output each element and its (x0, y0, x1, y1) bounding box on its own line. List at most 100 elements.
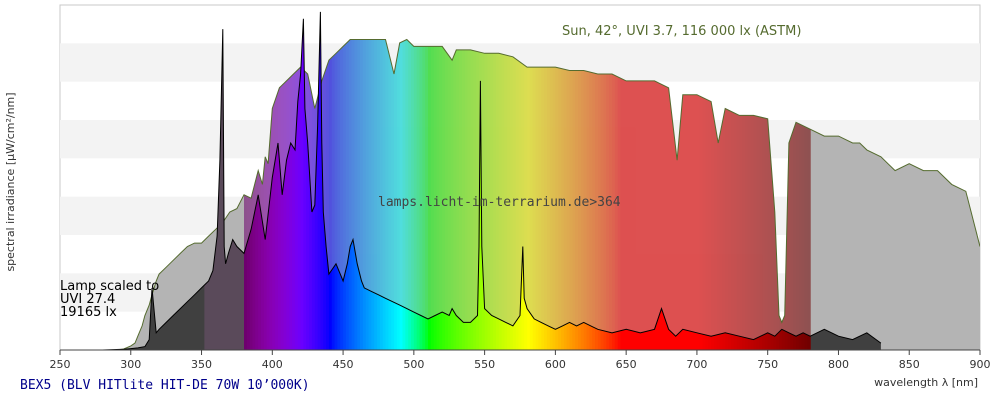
spectrum-color-band (527, 39, 531, 350)
spectrum-color-band (804, 39, 808, 350)
spectrum-color-band (645, 39, 650, 350)
spectrum-color-band (674, 39, 678, 350)
spectrum-color-band (563, 39, 568, 350)
spectrum-color-band (745, 39, 749, 350)
spectrum-color-band (430, 39, 435, 350)
x-tick-label: 250 (50, 358, 71, 371)
spectrum-color-band (691, 39, 695, 350)
spectrum-color-band (484, 39, 489, 350)
spectrum-color-band (255, 39, 259, 350)
spectrum-color-band (722, 39, 726, 350)
spectrum-color-band (399, 39, 404, 350)
spectrum-color-band (524, 39, 528, 350)
y-axis-label: spectral irradiance [µW/cm²/nm] (4, 92, 17, 271)
spectrum-color-band (294, 11, 299, 350)
spectrum-color-band (677, 39, 681, 350)
spectrum-color-band (521, 39, 525, 350)
spectrum-color-band (518, 39, 523, 350)
spectrum-color-band (592, 39, 596, 350)
spectrum-color-band (544, 39, 548, 350)
spectrum-color-band (252, 39, 256, 350)
spectrum-color-band (368, 39, 372, 350)
spectrum-color-band (586, 39, 590, 350)
spectrum-color-band (459, 39, 463, 350)
spectrum-color-band (467, 39, 472, 350)
spectrum-color-band (631, 39, 636, 350)
spectrum-color-band (807, 39, 811, 350)
spectrum-color-band (493, 39, 497, 350)
footer-title: BEX5 (BLV HITlite HIT-DE 70W 10’000K) (20, 378, 310, 393)
spectrum-color-band (688, 39, 692, 350)
spectrum-color-band (323, 39, 327, 350)
spectrum-color-band (365, 39, 370, 350)
spectrum-color-band (422, 39, 426, 350)
spectrum-color-band (402, 39, 406, 350)
x-tick-label: 650 (616, 358, 637, 371)
spectrum-color-band (507, 39, 511, 350)
spectrum-color-band (433, 39, 438, 350)
spectrum-color-band (725, 39, 729, 350)
spectrum-color-band (300, 11, 305, 350)
x-tick-label: 450 (333, 358, 354, 371)
x-tick-label: 900 (970, 358, 991, 371)
watermark: lamps.licht-im-terrarium.de>364 (378, 195, 621, 210)
spectrum-color-band (263, 39, 268, 350)
spectrum-color-band (634, 39, 639, 350)
spectrum-color-band (478, 11, 483, 350)
spectrum-color-band (583, 39, 588, 350)
spectrum-color-band (790, 39, 794, 350)
spectrum-color-band (620, 39, 624, 350)
spectrum-color-band (609, 39, 613, 350)
spectrum-color-band (770, 39, 774, 350)
spectrum-color-band (753, 39, 757, 350)
spectrum-color-band (572, 39, 576, 350)
spectrum-color-band (736, 39, 740, 350)
spectrum-color-band (481, 39, 486, 350)
spectrum-color-band (719, 39, 723, 350)
spectrum-color-band (453, 39, 457, 350)
spectrum-color-band (405, 39, 409, 350)
spectrum-color-band (510, 39, 514, 350)
spectrum-color-band (662, 39, 667, 350)
spectrum-color-band (266, 39, 271, 350)
spectrum-color-band (328, 39, 333, 350)
x-tick-label: 500 (403, 358, 424, 371)
spectrum-color-band (628, 39, 633, 350)
lamp-spectrum-line (102, 11, 882, 350)
spectrum-color-band (371, 39, 375, 350)
spectrum-color-band (730, 39, 735, 350)
spectrum-color-band (450, 39, 455, 350)
spectrum-color-band (314, 11, 319, 350)
spectrum-color-band (733, 39, 738, 350)
spectrum-color-band (767, 39, 772, 350)
x-tick-label: 750 (757, 358, 778, 371)
spectrum-color-band (597, 39, 602, 350)
spectrum-color-band (552, 39, 556, 350)
spectrum-color-band (408, 39, 412, 350)
spectrum-color-band (283, 11, 288, 350)
spectrum-color-band (762, 39, 766, 350)
spectrum-color-band (708, 39, 712, 350)
spectrum-color-band (716, 39, 721, 350)
spectrum-color-band (705, 39, 709, 350)
spectrum-color-band (260, 39, 265, 350)
spectrum-color-band (555, 39, 559, 350)
spectrum-color-band (657, 39, 661, 350)
x-tick-label: 800 (828, 358, 849, 371)
spectrum-color-band (759, 39, 763, 350)
spectrum-color-band (796, 39, 800, 350)
spectrum-color-band (546, 39, 551, 350)
spectrum-color-band (614, 39, 619, 350)
spectrum-color-band (541, 39, 545, 350)
spectrum-color-band (694, 39, 698, 350)
spectrum-color-band (337, 39, 341, 350)
spectrum-color-band (306, 11, 310, 350)
x-tick-label: 350 (191, 358, 212, 371)
spectrum-color-band (660, 39, 664, 350)
x-tick-label: 850 (899, 358, 920, 371)
spectrum-color-band (640, 39, 644, 350)
spectrum-color-band (351, 39, 355, 350)
spectrum-color-band (569, 39, 573, 350)
spectrum-color-band (679, 39, 684, 350)
